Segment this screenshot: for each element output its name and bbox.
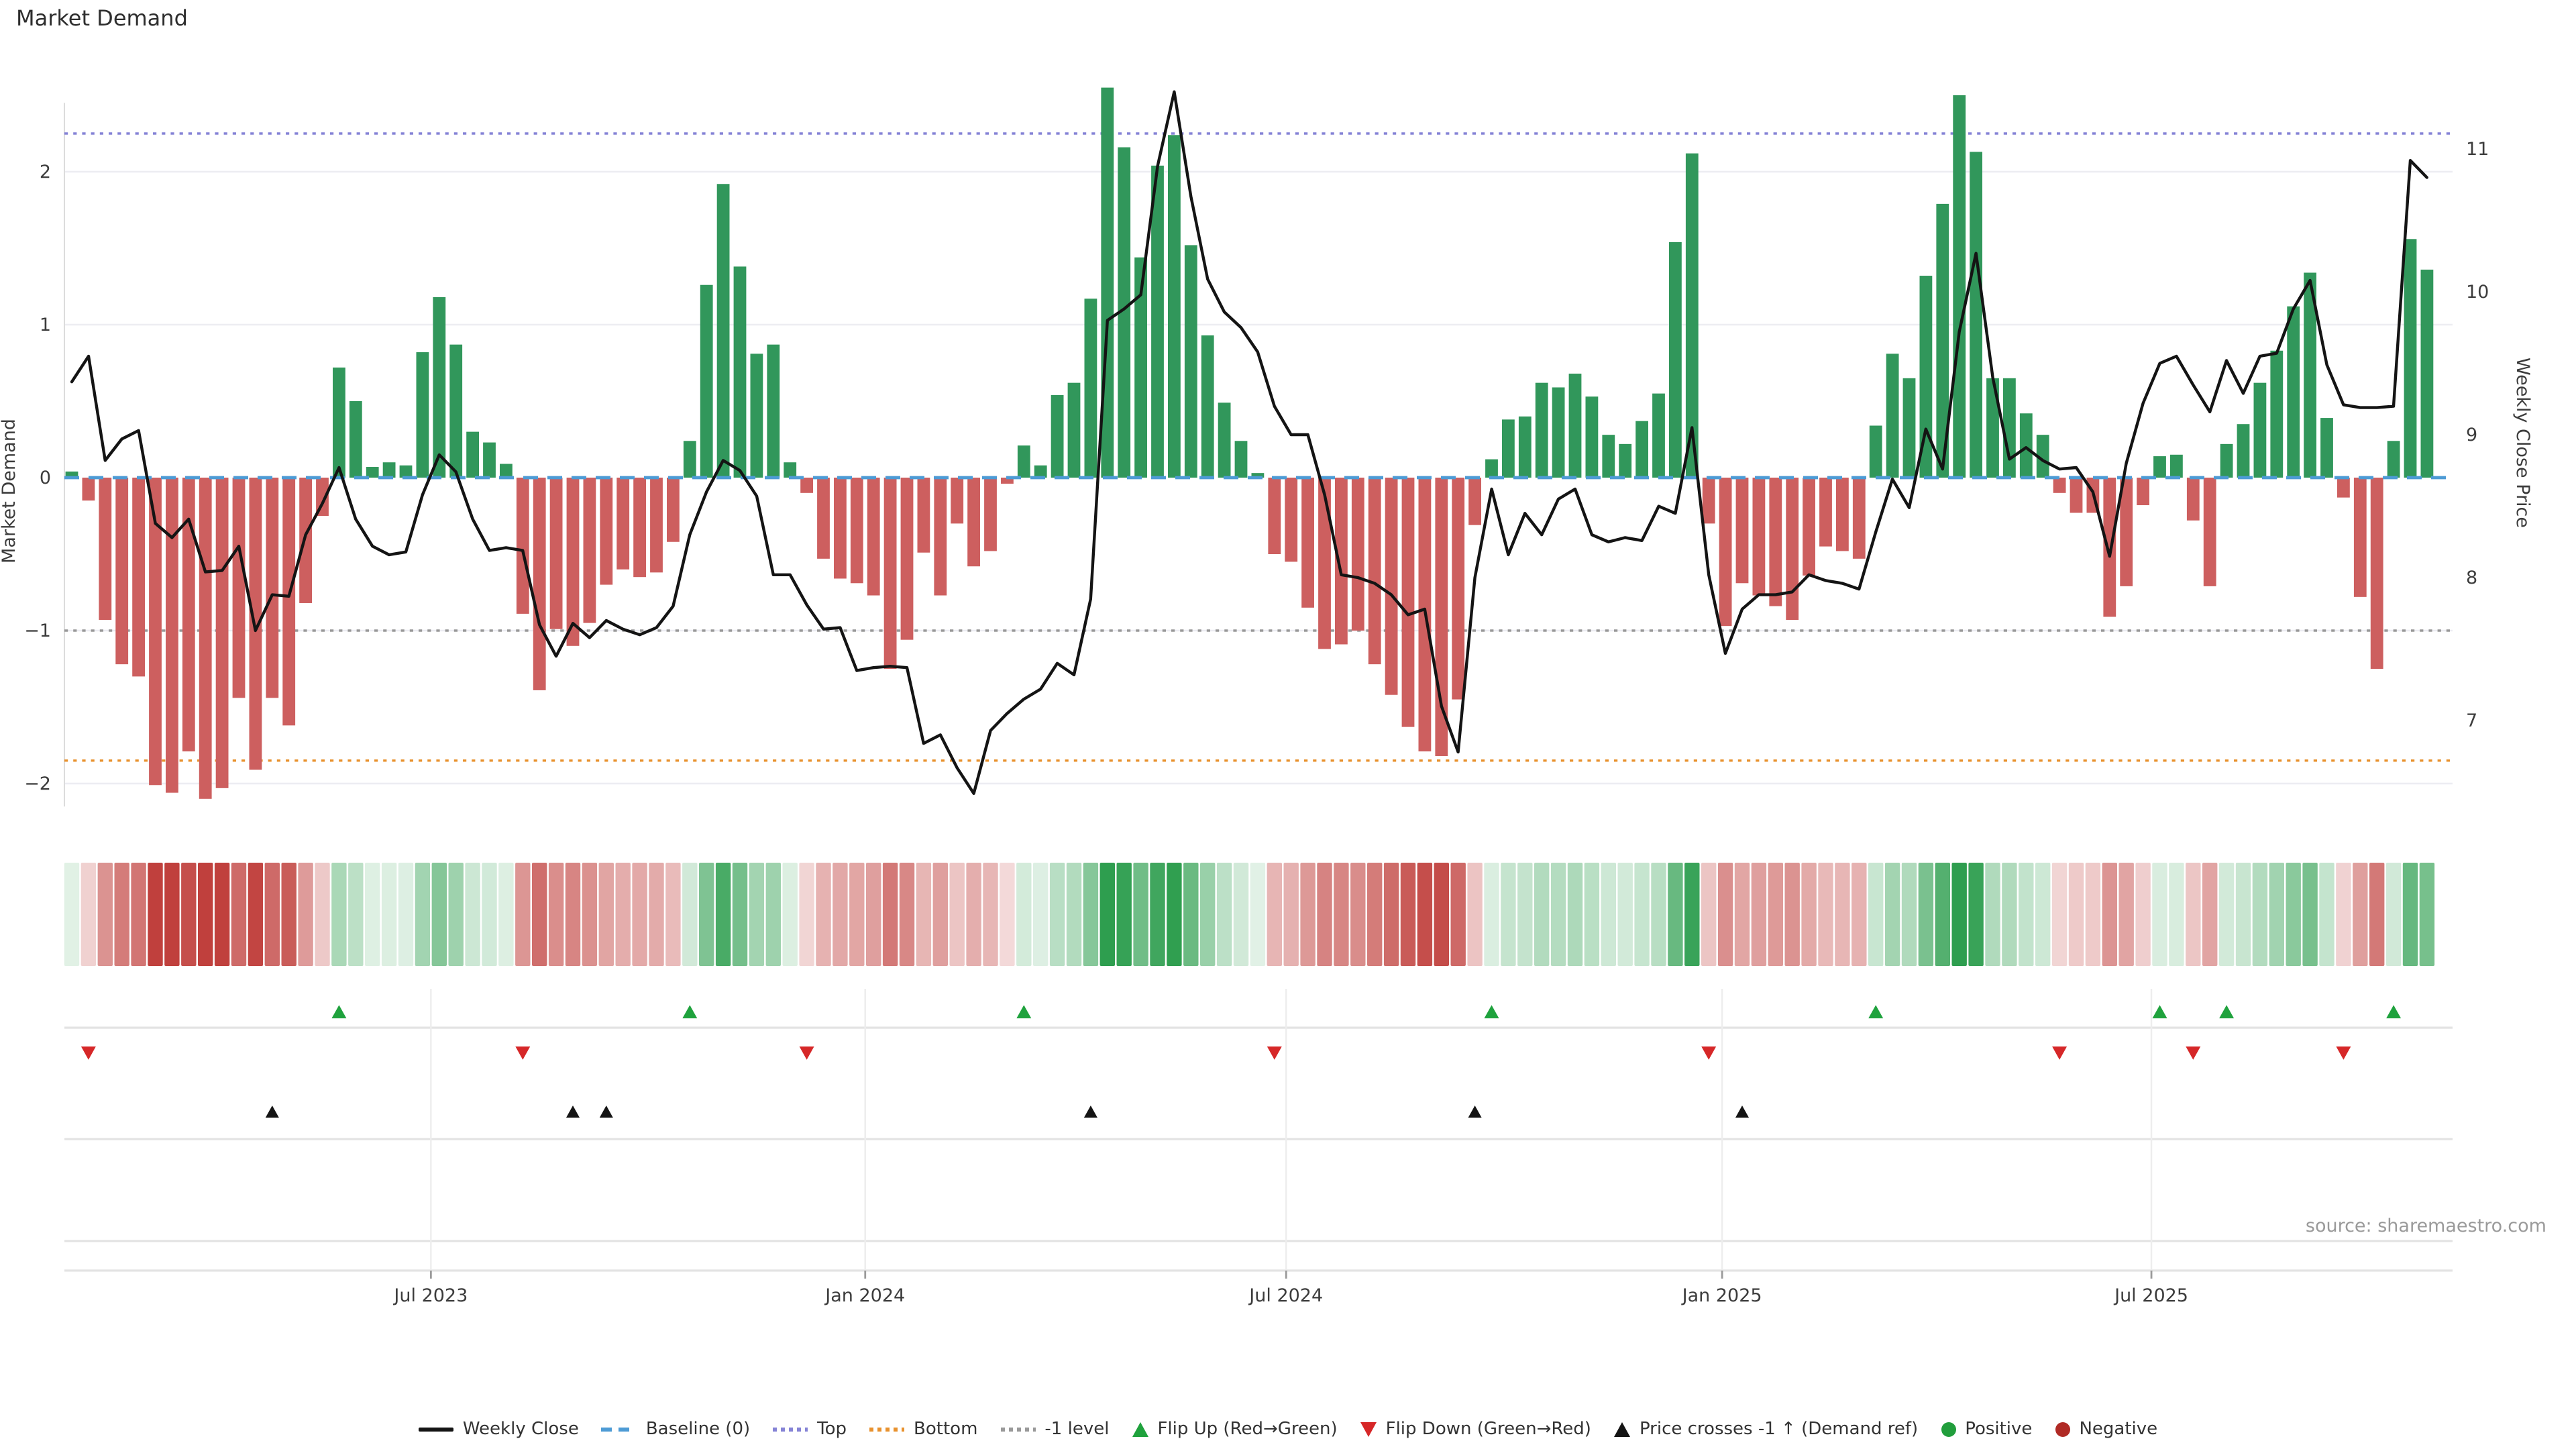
svg-text:−1: −1 (24, 621, 51, 641)
legend-label: Bottom (914, 1419, 978, 1440)
legend-label: Baseline (0) (645, 1419, 751, 1440)
legend-swatch-circle (1941, 1422, 1956, 1437)
legend-item-weekly-close: Weekly Close (418, 1419, 579, 1440)
legend-item-baseline-0: Baseline (0) (601, 1419, 751, 1440)
x-tick-label: Jul 2023 (392, 1285, 468, 1306)
svg-text:0: 0 (40, 468, 51, 488)
legend-item-flip-down-green-red: Flip Down (Green→Red) (1360, 1419, 1591, 1440)
legend-swatch-dot (1000, 1428, 1036, 1432)
legend-label: Positive (1965, 1419, 2033, 1440)
legend-label: Flip Up (Red→Green) (1157, 1419, 1338, 1440)
legend-swatch-tri-up (1613, 1422, 1630, 1437)
source-label: source: sharemaestro.com (2305, 1216, 2546, 1237)
legend-item-negative: Negative (2055, 1419, 2157, 1440)
chart-legend: Weekly Close Baseline (0) Top Bottom -1 leve… (0, 1419, 2576, 1440)
legend-label: Price crosses -1 ↑ (Demand ref) (1639, 1419, 1919, 1440)
flip-down-markers (80, 1046, 2351, 1060)
legend-label: Weekly Close (462, 1419, 579, 1440)
legend-item-bottom: Bottom (869, 1419, 977, 1440)
svg-text:−2: −2 (24, 773, 51, 794)
svg-text:10: 10 (2466, 282, 2489, 303)
x-tick-label: Jul 2025 (2113, 1285, 2188, 1306)
heatmap-strip (64, 863, 2435, 966)
legend-swatch-dot (773, 1428, 808, 1432)
legend-swatch-dot (869, 1428, 905, 1432)
x-tick-label: Jul 2024 (1248, 1285, 1323, 1306)
x-tick-label: Jan 2024 (824, 1285, 905, 1306)
x-axis: Jul 2023 Jan 2024 Jul 2024 Jan 2025 Jul 2025 (392, 1285, 2188, 1306)
svg-text:8: 8 (2466, 568, 2477, 588)
legend-swatch-dash (601, 1428, 637, 1432)
svg-text:7: 7 (2466, 710, 2477, 731)
right-axis: 11 10 9 8 7 Weekly Close Price (2466, 139, 2533, 731)
demand-bars (65, 87, 2434, 799)
grid-lines (64, 170, 2453, 785)
left-axis: 2 1 0 −1 −2 Market Demand (0, 162, 51, 794)
svg-text:2: 2 (40, 162, 51, 182)
price-line (70, 90, 2429, 796)
legend-label: -1 level (1044, 1419, 1110, 1440)
legend-label: Negative (2079, 1419, 2158, 1440)
marker-panel (64, 989, 2453, 1279)
legend-swatch-line (418, 1428, 453, 1432)
page-title: Market Demand (16, 5, 188, 31)
legend-label: Top (817, 1419, 847, 1440)
flip-up-markers (331, 1005, 2402, 1018)
legend-swatch-tri-down (1360, 1422, 1377, 1437)
price-cross-markers (265, 1106, 1749, 1118)
svg-text:9: 9 (2466, 425, 2477, 445)
legend-item-1-level: -1 level (1000, 1419, 1109, 1440)
svg-text:11: 11 (2466, 139, 2489, 160)
legend-item-top: Top (773, 1419, 847, 1440)
legend-item-positive: Positive (1941, 1419, 2032, 1440)
svg-text:1: 1 (40, 315, 51, 335)
x-tick-label: Jan 2025 (1681, 1285, 1762, 1306)
legend-item-price-crosses-1-demand-ref: Price crosses -1 ↑ (Demand ref) (1613, 1419, 1919, 1440)
right-axis-label: Weekly Close Price (2512, 358, 2533, 528)
left-axis-label: Market Demand (0, 419, 19, 564)
legend-item-flip-up-red-green: Flip Up (Red→Green) (1132, 1419, 1338, 1440)
legend-swatch-tri-up (1132, 1422, 1148, 1437)
legend-label: Flip Down (Green→Red) (1385, 1419, 1591, 1440)
legend-swatch-circle (2055, 1422, 2070, 1437)
